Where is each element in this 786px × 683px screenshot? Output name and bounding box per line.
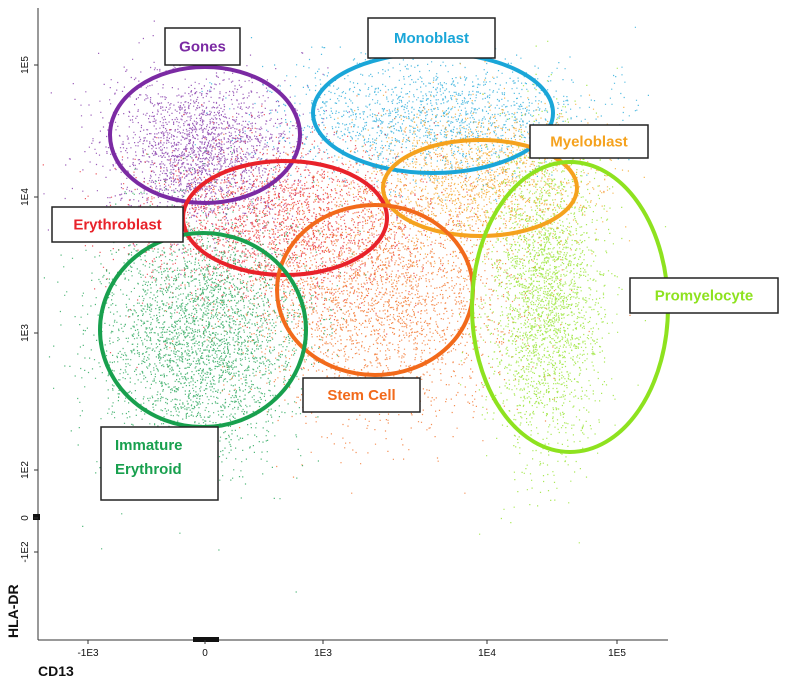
y-tick-label: 1E4: [20, 188, 31, 206]
x-tick-label: -1E3: [77, 648, 99, 659]
gate-label-box: [367, 17, 496, 59]
gate-label-box: [51, 206, 184, 243]
gates: Gones Monoblast Myeloblast Erythroblast Stem…: [51, 17, 779, 501]
x-tick-label: 0: [202, 648, 208, 659]
gate-label-box: [100, 426, 219, 501]
gate-label: Monoblast: [394, 30, 469, 47]
axes: -1E3 0 1E3 1E4 1E5 1E5 1E4 1E3 1E2 0 -1E2: [20, 56, 626, 659]
zero-marker: [33, 514, 40, 520]
gate-label-box: [629, 277, 779, 314]
gate-label: Promyelocyte: [655, 288, 753, 305]
gate-label: Erythroblast: [73, 217, 161, 234]
gate-label: Immature: [115, 437, 183, 454]
y-tick-label: 1E5: [20, 56, 31, 74]
x-axis-title: CD13: [38, 663, 74, 679]
gate-label-box: [302, 377, 421, 413]
gate-label: Myeloblast: [550, 134, 628, 151]
zero-marker: [193, 637, 219, 642]
gate-label: Stem Cell: [327, 387, 395, 404]
gate: [108, 65, 302, 205]
event-cloud: [165, 91, 632, 494]
x-tick-label: 1E4: [478, 648, 496, 659]
y-tick-label: 1E3: [20, 324, 31, 342]
event-cloud: [457, 40, 667, 544]
gate: [381, 138, 579, 238]
event-cloud: [42, 104, 508, 397]
x-tick-label: 1E5: [608, 648, 626, 659]
y-tick-label: 0: [20, 515, 31, 521]
gate-label-box: [164, 27, 241, 66]
y-tick-label: -1E2: [20, 541, 31, 563]
y-axis-title: HLA-DR: [5, 584, 21, 638]
y-tick-label: 1E2: [20, 461, 31, 479]
x-tick-label: 1E3: [314, 648, 332, 659]
gate-label: Gones: [179, 39, 226, 56]
gate-label-box: [529, 124, 649, 159]
gate-label: Erythroid: [115, 461, 182, 478]
